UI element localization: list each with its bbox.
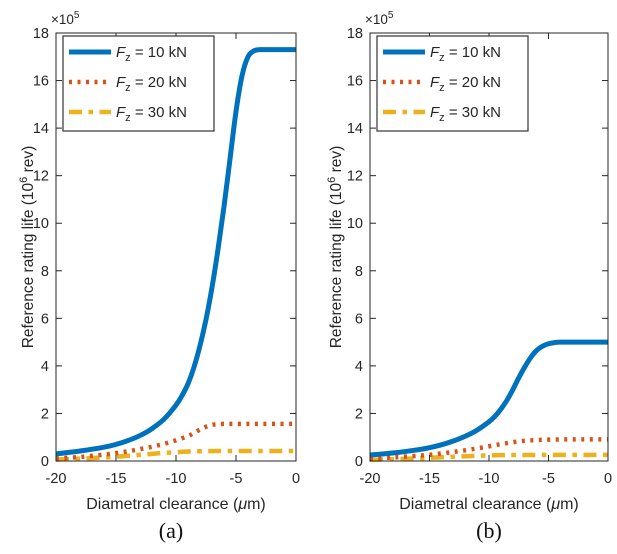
y-axis-exponent: ×105	[51, 10, 80, 27]
legend-label: Fz = 20 kN	[116, 74, 187, 94]
plot-curves	[55, 47, 297, 462]
y-tick-label: 2	[355, 406, 363, 422]
subplot-b-caption: (b)	[476, 518, 502, 543]
y-axis-exponent: ×105	[365, 10, 394, 27]
x-tick-label: -5	[230, 471, 243, 487]
subplot-b-plot: -20 -15 -10 -5 0 0 2 4 6 8 10 12 14 16 18×105 Reference…	[326, 10, 612, 513]
series-line-f-z-10-kn	[55, 47, 296, 457]
series-line-f-z-30-kn	[369, 452, 609, 463]
y-tick-label: 12	[33, 169, 49, 185]
x-axis-label: Diametral clearance (μm)	[86, 496, 265, 513]
series-line-f-z-30-kn	[55, 448, 297, 462]
legend-label: Fz = 20 kN	[430, 74, 501, 94]
subplot-a-plot: -20 -15 -10 -5 0 0 2 4 6 8 10 12 14 16 18×105 Reference…	[18, 10, 300, 513]
y-tick-label: 16	[33, 74, 49, 90]
y-tick-label: 2	[41, 406, 49, 422]
x-tick-label: -10	[479, 471, 500, 487]
y-tick-label: 8	[41, 264, 49, 280]
y-tick-label: 16	[347, 74, 363, 90]
x-tick-label: 0	[292, 471, 300, 487]
y-tick-label: 6	[41, 311, 49, 327]
x-axis-label: Diametral clearance (μm)	[399, 496, 578, 513]
x-tick-label: -15	[106, 471, 127, 487]
legend-label: Fz = 10 kN	[430, 44, 501, 64]
x-tick-label: -20	[46, 471, 67, 487]
series-line-f-z-10-kn	[369, 339, 608, 458]
series-line-f-z-20-kn	[55, 421, 296, 461]
legend: Fz = 10 kN Fz = 20 kN Fz = 30 kN	[62, 35, 215, 132]
y-tick-label: 0	[41, 454, 49, 470]
subplot-a-caption: (a)	[158, 518, 184, 543]
y-tick-label: 10	[347, 216, 363, 232]
legend-label: Fz = 30 kN	[116, 104, 187, 124]
y-tick-label: 18	[33, 26, 49, 42]
y-axis-label: Reference rating life (106 rev)	[18, 146, 37, 349]
x-tick-label: -5	[542, 471, 555, 487]
x-tick-label: -20	[360, 471, 381, 487]
y-tick-label: 4	[41, 359, 49, 375]
y-tick-label: 12	[347, 169, 363, 185]
plot-curves	[369, 339, 609, 463]
x-tick-label: -15	[419, 471, 440, 487]
y-tick-label: 10	[33, 216, 49, 232]
y-tick-label: 8	[355, 264, 363, 280]
y-tick-label: 4	[355, 359, 363, 375]
y-tick-label: 18	[347, 26, 363, 42]
y-axis-label: Reference rating life (106 rev)	[326, 146, 345, 349]
x-tick-label: -10	[166, 471, 187, 487]
legend-label: Fz = 30 kN	[430, 104, 501, 124]
y-tick-label: 6	[355, 311, 363, 327]
legend: Fz = 10 kN Fz = 20 kN Fz = 30 kN	[376, 35, 529, 132]
y-tick-label: 14	[347, 121, 363, 137]
x-tick-label: 0	[604, 471, 612, 487]
y-tick-label: 14	[33, 121, 49, 137]
legend-label: Fz = 10 kN	[116, 44, 187, 64]
y-tick-label: 0	[355, 454, 363, 470]
